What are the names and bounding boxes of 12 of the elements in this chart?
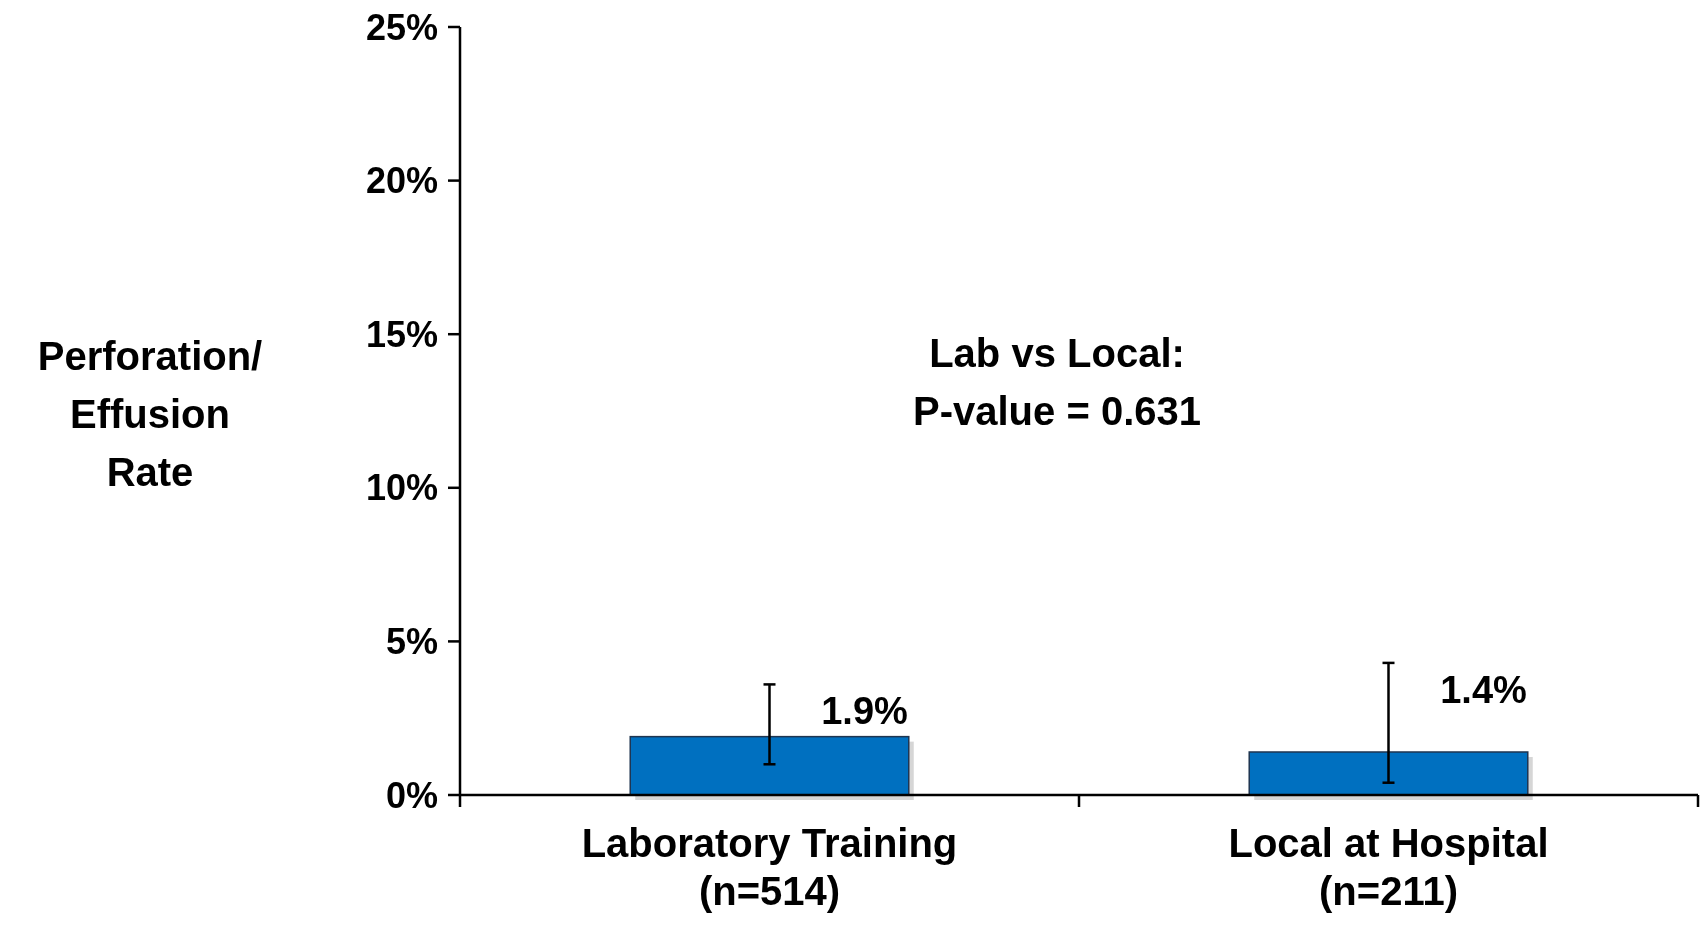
- y-tick-label: 20%: [365, 160, 438, 202]
- x-tick-label: Local at Hospital (n=211): [1228, 821, 1549, 913]
- data-label: 1.9%: [821, 690, 908, 733]
- y-tick-label: 15%: [365, 313, 438, 355]
- y-tick-label: 0%: [385, 774, 438, 816]
- x-tick-label: Laboratory Training (n=514): [581, 821, 958, 913]
- y-tick-label: 10%: [365, 467, 438, 509]
- y-tick-label: 5%: [385, 621, 438, 662]
- annotation: Lab vs Local: P-value = 0.631: [913, 331, 1201, 433]
- data-label: 1.4%: [1440, 668, 1527, 711]
- y-tick-label: 25%: [365, 6, 438, 48]
- y-axis-title: Perforation/ Effusion Rate: [37, 334, 263, 494]
